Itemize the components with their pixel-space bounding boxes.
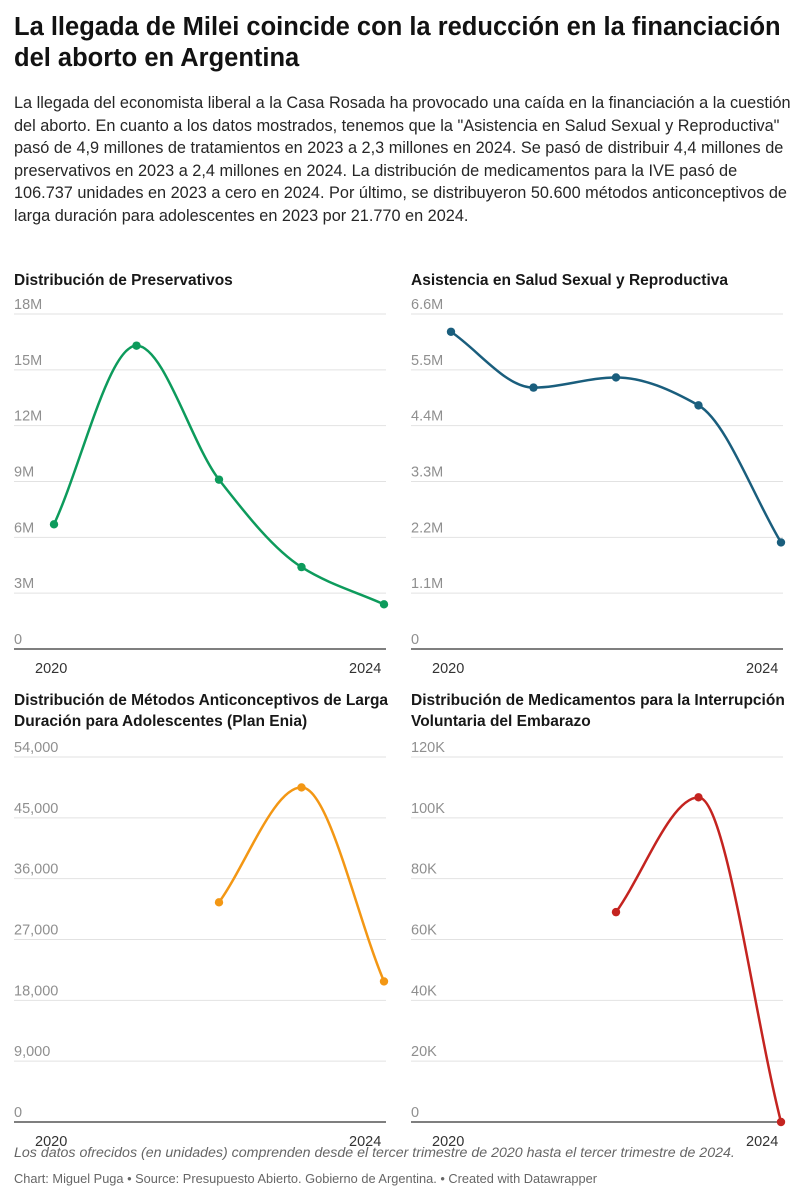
y-tick-label: 0	[411, 1105, 419, 1121]
page-title: La llegada de Milei coincide con la redu…	[14, 13, 781, 72]
data-point	[214, 475, 224, 484]
chart-title: Distribución de Métodos Anticonceptivos …	[14, 692, 389, 730]
line-chart: 0 9,000 18,000 27,000 36,000 45,000 54,000 2020…	[14, 740, 389, 1150]
y-tick-label: 80K	[411, 862, 437, 878]
data-point	[694, 793, 703, 802]
y-tick-label: 0	[14, 1105, 22, 1121]
y-tick-label: 45,000	[14, 801, 58, 817]
x-tick-label: 2024	[349, 1134, 381, 1150]
data-point	[379, 600, 389, 609]
y-tick-label: 27,000	[14, 923, 58, 939]
y-tick-label: 20K	[411, 1044, 437, 1060]
data-point	[297, 783, 306, 792]
series-line	[614, 796, 783, 1124]
y-tick-label: 120K	[411, 740, 445, 756]
data-point	[49, 520, 59, 529]
line-chart: 0 3M 6M 9M 12M 15M 18M 2020 2024	[14, 297, 389, 677]
y-tick-label: 3.3M	[411, 465, 443, 481]
data-point	[297, 562, 306, 572]
x-tick-label: 2020	[432, 661, 464, 677]
footnote: Los datos ofrecidos (en unidades) compre…	[14, 1145, 735, 1161]
series-line	[52, 344, 386, 606]
y-tick-label: 6.6M	[411, 297, 443, 313]
y-tick-label: 0	[411, 632, 419, 648]
series-line	[217, 786, 386, 983]
byline: Chart: Miguel Puga • Source: Presupuesto…	[14, 1171, 598, 1186]
y-tick-label: 9M	[14, 465, 34, 481]
data-point	[611, 907, 621, 917]
y-tick-label: 4.4M	[411, 409, 443, 425]
data-point	[132, 341, 141, 350]
data-point	[379, 977, 389, 986]
data-point	[446, 327, 456, 336]
line-chart: 0 20K 40K 60K 80K 100K 120K 2020 2024	[411, 740, 786, 1150]
x-tick-label: 2024	[746, 661, 778, 677]
line-chart: 0 1.1M 2.2M 3.3M 4.4M 5.5M 6.6M 2020 2024	[411, 297, 786, 677]
data-point	[611, 373, 621, 382]
y-tick-label: 9,000	[14, 1044, 50, 1060]
data-point	[776, 538, 786, 547]
y-tick-label: 60K	[411, 923, 437, 939]
y-tick-label: 12M	[14, 409, 42, 425]
y-tick-label: 15M	[14, 353, 42, 369]
y-tick-label: 36,000	[14, 862, 58, 878]
description: La llegada del economista liberal a la C…	[14, 94, 791, 225]
y-tick-label: 3M	[14, 576, 34, 592]
y-tick-label: 18M	[14, 297, 42, 313]
y-tick-label: 18,000	[14, 983, 58, 999]
y-tick-label: 2.2M	[411, 520, 443, 536]
y-tick-label: 1.1M	[411, 576, 443, 592]
x-tick-label: 2024	[349, 661, 381, 677]
data-point	[214, 898, 224, 907]
x-tick-label: 2024	[746, 1134, 778, 1150]
data-point	[694, 401, 703, 410]
series-line	[449, 330, 783, 544]
y-tick-label: 40K	[411, 983, 437, 999]
data-point	[529, 383, 538, 392]
chart-title: Asistencia en Salud Sexual y Reproductiv…	[411, 272, 729, 289]
chart-title: Distribución de Medicamentos para la Int…	[411, 692, 785, 730]
data-point	[776, 1117, 786, 1127]
y-tick-label: 54,000	[14, 740, 58, 756]
y-tick-label: 5.5M	[411, 353, 443, 369]
y-tick-label: 6M	[14, 520, 34, 536]
y-tick-label: 0	[14, 632, 22, 648]
x-tick-label: 2020	[432, 1134, 464, 1150]
chart-title: Distribución de Preservativos	[14, 272, 233, 289]
x-tick-label: 2020	[35, 1134, 67, 1150]
y-tick-label: 100K	[411, 801, 445, 817]
x-tick-label: 2020	[35, 661, 67, 677]
